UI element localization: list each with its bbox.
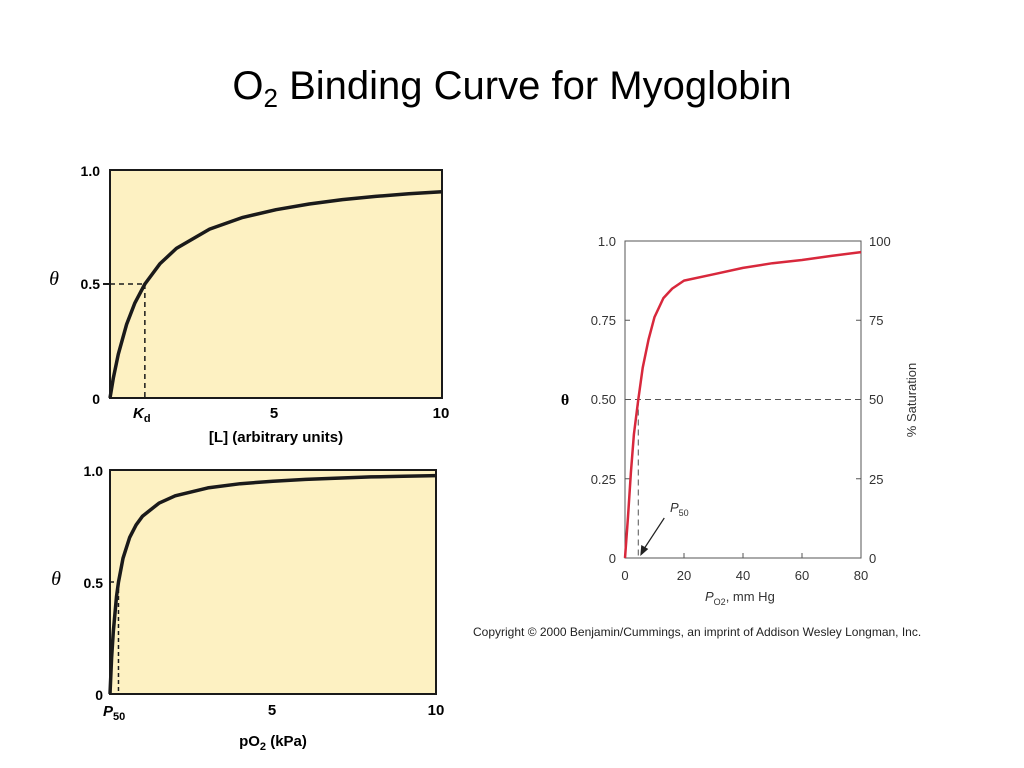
chart-3-plot-area — [624, 240, 862, 559]
p50-arrow — [642, 517, 665, 551]
chart-3-y-right-axis-label: % Saturation — [904, 363, 919, 437]
chart-3-y-right-tick-label: 0 — [869, 551, 876, 566]
chart-3-x-tick-label: 80 — [854, 568, 868, 583]
chart-2: 1.0 0.5 0 θ 5 10 P50 pO2 (kPa) — [51, 463, 444, 753]
chart-1-y-tick-label: 0.5 — [81, 276, 101, 292]
title-subscript: 2 — [263, 83, 278, 113]
chart-1-kd-label: Kd — [133, 405, 151, 425]
chart-2-y-tick-label: 0 — [95, 687, 103, 703]
chart-2-p50-label: P50 — [103, 703, 125, 723]
chart-3-x-tick-label: 20 — [677, 568, 691, 583]
chart-2-binding-curve — [108, 473, 437, 695]
chart-3-x-tick-label: 60 — [795, 568, 809, 583]
chart-1-y-axis-label: θ — [49, 268, 59, 290]
chart-3-y-tick-label: 0.25 — [591, 472, 616, 487]
chart-3-y-tick-label: 0 — [609, 551, 616, 566]
chart-3-y-right-tick-label: 50 — [869, 392, 883, 407]
chart-1-plot-area — [109, 169, 443, 399]
chart-1: 1.0 0.5 0 θ 5 10 Kd [L] (arbitrary units… — [49, 163, 449, 446]
chart-3-y-axis-label: θ — [561, 392, 569, 409]
chart-3-x-tick-label: 40 — [736, 568, 750, 583]
chart-1-x-tick-label: 5 — [270, 405, 278, 422]
chart-3-y-tick-label: 0.50 — [591, 392, 616, 407]
chart-3-y-tick-label: 0.75 — [591, 313, 616, 328]
chart-3-x-tick-label: 0 — [621, 568, 628, 583]
chart-3: 1.0 0.75 0.50 0.25 0 100 75 50 25 0 θ % … — [561, 234, 919, 607]
slide-title: O2 Binding Curve for Myoglobin — [0, 64, 1024, 114]
chart-3-y-right-tick-label: 75 — [869, 313, 883, 328]
chart-3-p50-label: P50 — [670, 500, 689, 518]
chart-1-y-tick-label: 1.0 — [81, 163, 101, 179]
chart-2-y-tick-label: 0.5 — [84, 575, 104, 591]
chart-1-x-axis-label: [L] (arbitrary units) — [209, 429, 343, 446]
p50-arrowhead — [640, 545, 649, 556]
chart-2-x-tick-label: 10 — [428, 702, 445, 719]
chart-2-x-tick-label: 5 — [268, 702, 276, 719]
title-rest: Binding Curve for Myoglobin — [278, 64, 792, 108]
chart-2-x-axis-label: pO2 (kPa) — [239, 733, 307, 753]
chart-3-x-axis-label: PO2, mm Hg — [705, 589, 775, 607]
copyright-notice: Copyright © 2000 Benjamin/Cummings, an i… — [473, 625, 921, 639]
chart-3-y-right-tick-label: 100 — [869, 234, 891, 249]
chart-1-binding-curve — [108, 189, 443, 399]
chart-3-binding-curve — [623, 250, 862, 559]
chart-2-y-tick-label: 1.0 — [84, 463, 104, 479]
chart-3-y-tick-label: 1.0 — [598, 234, 616, 249]
chart-3-y-right-tick-label: 25 — [869, 472, 883, 487]
chart-1-y-tick-label: 0 — [92, 391, 100, 407]
chart-1-x-tick-label: 10 — [433, 405, 450, 422]
chart-2-plot-area — [109, 469, 437, 695]
title-main: O — [232, 64, 264, 108]
chart-2-y-axis-label: θ — [51, 568, 61, 590]
